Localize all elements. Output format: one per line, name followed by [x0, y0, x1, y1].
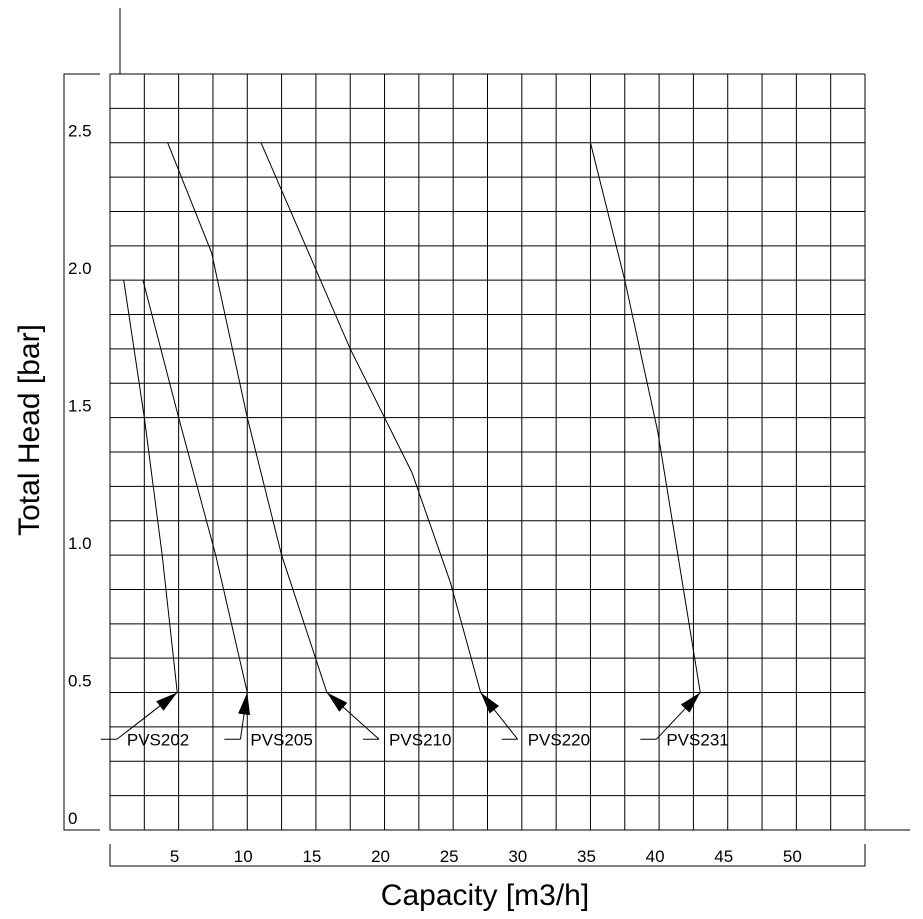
x-tick-label: 5 [170, 847, 179, 866]
x-axis-title: Capacity [m3/h] [381, 879, 589, 912]
arrow-head [156, 692, 178, 711]
x-tick-label: 30 [508, 847, 527, 866]
series-line-pvs231 [589, 142, 701, 693]
x-tick-label: 45 [714, 847, 733, 866]
x-tick-label: 20 [371, 847, 390, 866]
y-tick-label: 0 [68, 809, 77, 828]
arrow-head [326, 692, 348, 712]
x-axis-bracket [109, 844, 866, 867]
arrow-head [238, 692, 251, 716]
y-tick-label: 2.0 [68, 259, 92, 278]
y-axis-title: Total Head [bar] [13, 324, 46, 536]
series-line-pvs202 [123, 280, 178, 693]
y-tick-label: 1.0 [68, 534, 92, 553]
x-tick-label: 10 [234, 847, 253, 866]
series-line-pvs220 [260, 142, 482, 693]
y-tick-label: 1.5 [68, 397, 92, 416]
arrow-head [680, 692, 701, 713]
x-tick-label: 50 [783, 847, 802, 866]
y-tick-label: 2.5 [68, 122, 92, 141]
axis-frame [63, 8, 910, 867]
y-tick-labels: 0 0.5 1.0 1.5 2.0 2.5 [68, 122, 92, 828]
series-line-pvs205 [142, 280, 248, 693]
series-label-pvs220: PVS220 [528, 730, 590, 749]
series-label-pvs202: PVS202 [127, 730, 189, 749]
series-line-pvs210 [167, 142, 328, 693]
x-tick-label: 35 [577, 847, 596, 866]
x-tick-labels: 5 10 15 20 25 30 35 40 45 50 [170, 847, 802, 866]
series-labels: PVS202 PVS205 PVS210 PVS220 PVS231 [100, 692, 729, 749]
series-label-pvs205: PVS205 [250, 730, 312, 749]
series-label-pvs231: PVS231 [666, 730, 728, 749]
x-tick-label: 25 [440, 847, 459, 866]
y-tick-label: 0.5 [68, 672, 92, 691]
x-tick-label: 15 [302, 847, 321, 866]
arrow-head [480, 692, 500, 714]
x-tick-label: 40 [646, 847, 665, 866]
grid [109, 73, 866, 831]
series-label-pvs210: PVS210 [389, 730, 451, 749]
y-axis-bracket [63, 73, 100, 831]
series-lines [123, 142, 701, 693]
